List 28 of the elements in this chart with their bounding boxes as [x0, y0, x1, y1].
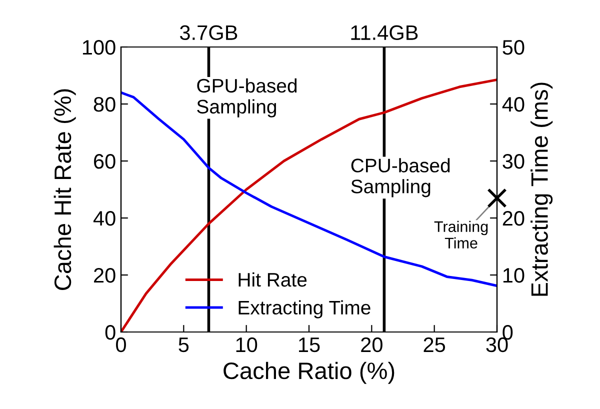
- legend-label: Hit Rate: [238, 272, 307, 287]
- y-tick-label: 20: [94, 268, 116, 283]
- x-tick-label: 20: [361, 337, 382, 352]
- x-tick-label: 10: [236, 337, 258, 352]
- x-tick-label: 25: [424, 337, 446, 352]
- x-tick-label: 0: [116, 337, 126, 352]
- y2-tick-label: 50: [502, 40, 524, 55]
- annotation: GPU-based Sampling: [197, 78, 297, 118]
- y2-tick-label: 10: [503, 268, 524, 283]
- x-tick-label: 5: [178, 338, 189, 352]
- legend-label: Extracting Time: [238, 300, 370, 318]
- y-tick-label: 40: [93, 211, 116, 226]
- x-tick-label: 15: [299, 338, 320, 352]
- y2-axis-title: Extracting Time (ms): [530, 82, 553, 296]
- y-tick-label: 60: [94, 154, 116, 169]
- y-tick-label: 100: [82, 40, 116, 55]
- annotation: CPU-based Sampling: [351, 158, 450, 198]
- ref-line-label: 11.4GB: [351, 25, 418, 40]
- x-axis-title: Cache Ratio (%): [224, 362, 394, 384]
- ref-line-label: 3.7GB: [180, 25, 238, 40]
- y-axis-title: Cache Hit Rate (%): [54, 89, 76, 290]
- y-tick-label: 0: [105, 325, 116, 340]
- y-tick-label: 80: [94, 97, 116, 112]
- y2-tick-label: 40: [502, 97, 524, 112]
- y2-tick-label: 30: [502, 154, 524, 169]
- y2-tick-label: 20: [502, 211, 524, 226]
- annotation: Training Time: [434, 220, 488, 249]
- line-series: [121, 91, 497, 288]
